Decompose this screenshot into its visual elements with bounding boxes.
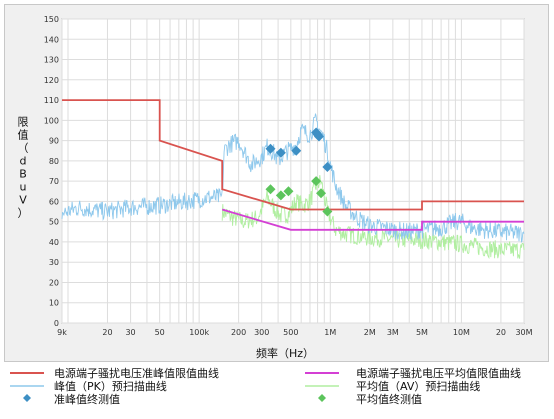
marker-point-2 (313, 131, 324, 142)
x-tick-label: 9k (57, 328, 67, 337)
marker-point-5 (316, 188, 327, 199)
legend-label-av-limit: 电源端子骚扰电压平均值限值曲线 (356, 366, 521, 380)
y-tick-label: 150 (44, 15, 59, 24)
marker-point-5 (322, 206, 333, 217)
x-tick-label: 30M (515, 328, 532, 337)
x-tick-label: 5M (416, 328, 428, 337)
marker-point-2 (275, 147, 286, 158)
x-tick-label: 3M (387, 328, 399, 337)
y-tick-label: 90 (49, 137, 59, 146)
legend-label-av-prescan: 平均值（AV）预扫描曲线 (356, 379, 480, 393)
x-tick-label: 20 (102, 328, 112, 337)
legend-swatch-qp-final (23, 394, 31, 402)
y-axis-title-char: ） (18, 207, 29, 220)
y-tick-label: 10 (49, 299, 59, 308)
legend-label-pk-prescan: 峰值（PK）预扫描曲线 (54, 379, 167, 393)
legend-label-qp-limit: 电源端子骚扰电压准峰值限值曲线 (54, 366, 219, 380)
chart-panel: 9k 20 30 50 100k 200 300 500 1M 2M 3M 5M 10M 20 30M 0 1… (4, 4, 549, 362)
x-tick-label: 30 (125, 328, 135, 337)
legend-item-av-final: 平均值终测值 (318, 392, 422, 406)
marker-point-5 (311, 176, 322, 187)
y-tick-label: 120 (44, 76, 59, 85)
x-tick-label: 1M (324, 328, 336, 337)
legend-item-av-prescan: 平均值（AV）预扫描曲线 (305, 379, 480, 393)
series-line-3 (221, 208, 524, 231)
legend-item-qp-final: 准峰值终测值 (23, 392, 120, 406)
marker-point-5 (283, 186, 294, 197)
y-tick-label: 110 (44, 96, 59, 105)
legend-item-av-limit: 电源端子骚扰电压平均值限值曲线 (305, 366, 521, 380)
y-axis-title-char: （ (18, 142, 29, 155)
y-tick-label: 30 (49, 258, 59, 267)
x-tick-labels: 9k 20 30 50 100k 200 300 500 1M 2M 3M 5M 10M 20 30M (57, 328, 533, 337)
legend-item-pk-prescan: 峰值（PK）预扫描曲线 (10, 379, 167, 393)
legend-label-qp-final: 准峰值终测值 (54, 392, 120, 406)
y-tick-label: 140 (44, 35, 59, 44)
y-tick-label: 130 (44, 56, 59, 65)
x-tick-label: 2M (364, 328, 376, 337)
emi-chart: 9k 20 30 50 100k 200 300 500 1M 2M 3M 5M 10M 20 30M 0 1… (18, 15, 533, 360)
y-axis-title-char: 限 (18, 116, 29, 129)
x-tick-label: 50 (155, 328, 165, 337)
y-tick-label: 80 (49, 157, 59, 166)
marker-point-2 (291, 145, 302, 156)
marker-point-5 (265, 184, 276, 195)
y-axis-title-char: d (20, 155, 27, 168)
y-axis-title-char: u (20, 181, 27, 194)
y-axis-title-char: B (19, 168, 27, 181)
final-measurement-markers (265, 127, 333, 217)
series-trace-1 (61, 113, 525, 243)
legend-item-qp-limit: 电源端子骚扰电压准峰值限值曲线 (10, 366, 219, 380)
x-tick-label: 300 (254, 328, 269, 337)
y-tick-label: 60 (49, 197, 59, 206)
marker-point-2 (322, 161, 333, 172)
marker-point-2 (265, 143, 276, 154)
x-tick-label: 100k (189, 328, 209, 337)
series-line-0 (62, 99, 524, 211)
x-tick-label: 10M (453, 328, 470, 337)
series-layer (61, 99, 525, 260)
y-tick-label: 0 (54, 319, 59, 328)
y-tick-label: 100 (44, 116, 59, 125)
y-axis-title-char: 值 (18, 129, 29, 142)
y-axis-title-char: V (19, 194, 27, 207)
legend: 电源端子骚扰电压准峰值限值曲线 峰值（PK）预扫描曲线 准峰值终测值 电源端子骚… (10, 366, 521, 406)
y-tick-label: 40 (49, 238, 59, 247)
y-tick-label: 50 (49, 218, 59, 227)
y-tick-label: 20 (49, 278, 59, 287)
plot-area (61, 18, 525, 324)
legend-swatch-av-final (318, 394, 326, 402)
x-axis-title: 频率（Hz） (256, 346, 314, 360)
x-tick-label: 200 (231, 328, 246, 337)
x-tick-label: 20 (496, 328, 506, 337)
y-tick-label: 70 (49, 177, 59, 186)
legend-label-av-final: 平均值终测值 (356, 392, 422, 406)
y-tick-labels: 0 10 20 30 40 50 60 70 80 90 100 110 120 130 140 150 (44, 15, 59, 328)
marker-point-5 (275, 190, 286, 201)
series-trace-4 (221, 175, 525, 260)
x-tick-label: 500 (283, 328, 298, 337)
